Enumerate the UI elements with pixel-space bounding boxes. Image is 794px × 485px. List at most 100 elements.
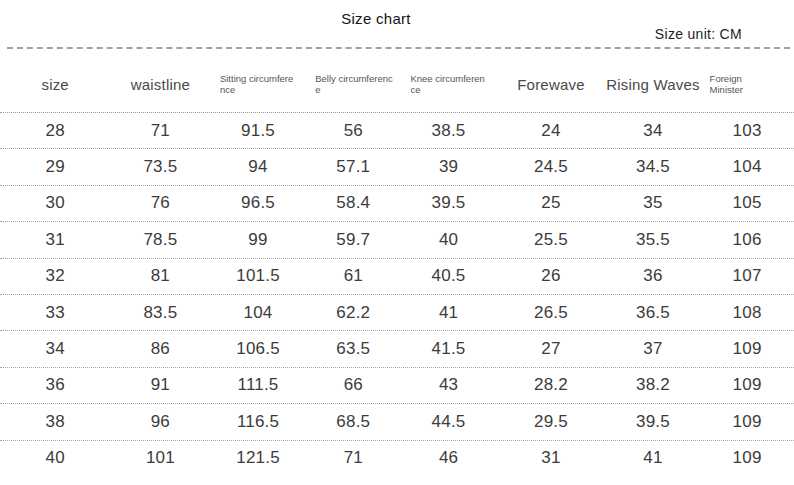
table-cell-rising-waves: 39.5 [606, 412, 700, 432]
table-row: 3691111.5664328.238.2109 [0, 368, 794, 404]
size-chart-page: Size chart Size unit: CM size waistline Si… [0, 0, 794, 485]
table-cell-knee-circumference: 39 [401, 157, 496, 177]
table-cell-foreign-minister: 109 [700, 448, 794, 468]
table-cell-forewave: 29.5 [496, 412, 606, 432]
table-cell-rising-waves: 35.5 [606, 230, 700, 250]
column-header-text: waistline [131, 76, 190, 93]
table-cell-sitting-circumference: 94 [210, 157, 305, 177]
column-header-size: size [0, 76, 110, 93]
column-header-text: Forewave [517, 76, 584, 93]
table-cell-foreign-minister: 106 [700, 230, 794, 250]
table-cell-rising-waves: 37 [606, 339, 700, 359]
table-cell-foreign-minister: 104 [700, 157, 794, 177]
table-cell-belly-circumference: 68.5 [306, 412, 401, 432]
table-cell-waistline: 73.5 [110, 157, 210, 177]
table-row: 307696.558.439.52535105 [0, 186, 794, 222]
table-cell-size: 30 [0, 193, 110, 213]
table-cell-forewave: 31 [496, 448, 606, 468]
table-cell-size: 31 [0, 230, 110, 250]
table-cell-belly-circumference: 56 [306, 121, 401, 141]
table-cell-sitting-circumference: 106.5 [210, 339, 305, 359]
table-cell-size: 32 [0, 266, 110, 286]
table-cell-sitting-circumference: 91.5 [210, 121, 305, 141]
table-cell-size: 38 [0, 412, 110, 432]
column-header-text: Minister [710, 84, 794, 95]
size-table: sizewaistlineSitting circumferenceBelly … [0, 56, 794, 476]
column-header-rising-waves: Rising Waves [606, 76, 700, 93]
table-header-row: sizewaistlineSitting circumferenceBelly … [0, 56, 794, 113]
table-cell-knee-circumference: 44.5 [401, 412, 496, 432]
table-cell-knee-circumference: 41 [401, 303, 496, 323]
table-cell-sitting-circumference: 104 [210, 303, 305, 323]
table-cell-sitting-circumference: 121.5 [210, 448, 305, 468]
table-cell-waistline: 81 [110, 266, 210, 286]
table-cell-rising-waves: 35 [606, 193, 700, 213]
column-header-text: Belly circumferenc [315, 73, 401, 84]
dashed-divider [7, 47, 790, 49]
table-cell-sitting-circumference: 101.5 [210, 266, 305, 286]
table-row: 2973.59457.13924.534.5104 [0, 149, 794, 185]
size-unit-label: Size unit: CM [655, 26, 742, 42]
table-cell-belly-circumference: 63.5 [306, 339, 401, 359]
table-cell-belly-circumference: 62.2 [306, 303, 401, 323]
table-cell-size: 33 [0, 303, 110, 323]
table-cell-waistline: 96 [110, 412, 210, 432]
column-header-text: Knee circumferen [410, 73, 496, 84]
table-cell-foreign-minister: 107 [700, 266, 794, 286]
column-header-waistline: waistline [110, 76, 210, 93]
table-cell-sitting-circumference: 116.5 [210, 412, 305, 432]
table-cell-rising-waves: 36.5 [606, 303, 700, 323]
column-header-foreign-minister: ForeignMinister [700, 73, 794, 96]
table-cell-knee-circumference: 40 [401, 230, 496, 250]
table-cell-knee-circumference: 39.5 [401, 193, 496, 213]
table-cell-size: 40 [0, 448, 110, 468]
table-cell-belly-circumference: 71 [306, 448, 401, 468]
table-cell-size: 36 [0, 375, 110, 395]
table-cell-foreign-minister: 109 [700, 375, 794, 395]
table-row: 3486106.563.541.52737109 [0, 331, 794, 367]
table-cell-sitting-circumference: 96.5 [210, 193, 305, 213]
page-title: Size chart [0, 10, 752, 27]
table-cell-size: 34 [0, 339, 110, 359]
column-header-sitting-circumference: Sitting circumference [210, 73, 305, 96]
table-cell-rising-waves: 34 [606, 121, 700, 141]
table-cell-knee-circumference: 40.5 [401, 266, 496, 286]
column-header-text: ce [410, 84, 496, 95]
table-cell-waistline: 78.5 [110, 230, 210, 250]
table-cell-belly-circumference: 66 [306, 375, 401, 395]
column-header-text: e [315, 84, 401, 95]
table-cell-waistline: 86 [110, 339, 210, 359]
table-cell-forewave: 26.5 [496, 303, 606, 323]
table-row: 40101121.571463141109 [0, 441, 794, 476]
table-cell-rising-waves: 41 [606, 448, 700, 468]
table-row: 287191.55638.52434103 [0, 113, 794, 149]
column-header-text: Sitting circumfere [220, 73, 306, 84]
table-body: 287191.55638.524341032973.59457.13924.53… [0, 113, 794, 476]
table-cell-belly-circumference: 59.7 [306, 230, 401, 250]
table-cell-forewave: 25 [496, 193, 606, 213]
table-cell-belly-circumference: 57.1 [306, 157, 401, 177]
table-cell-size: 28 [0, 121, 110, 141]
table-cell-knee-circumference: 41.5 [401, 339, 496, 359]
table-cell-knee-circumference: 46 [401, 448, 496, 468]
table-cell-forewave: 26 [496, 266, 606, 286]
table-cell-foreign-minister: 109 [700, 339, 794, 359]
table-cell-waistline: 71 [110, 121, 210, 141]
table-cell-waistline: 83.5 [110, 303, 210, 323]
column-header-belly-circumference: Belly circumference [306, 73, 401, 96]
table-cell-belly-circumference: 58.4 [306, 193, 401, 213]
table-cell-rising-waves: 38.2 [606, 375, 700, 395]
column-header-text: Foreign [710, 73, 794, 84]
table-cell-waistline: 101 [110, 448, 210, 468]
column-header-forewave: Forewave [496, 76, 606, 93]
table-cell-knee-circumference: 38.5 [401, 121, 496, 141]
table-cell-waistline: 91 [110, 375, 210, 395]
column-header-text: size [41, 76, 68, 93]
table-cell-rising-waves: 34.5 [606, 157, 700, 177]
table-cell-forewave: 27 [496, 339, 606, 359]
table-row: 3896116.568.544.529.539.5109 [0, 404, 794, 440]
table-cell-sitting-circumference: 111.5 [210, 375, 305, 395]
table-row: 3178.59959.74025.535.5106 [0, 222, 794, 258]
table-cell-foreign-minister: 105 [700, 193, 794, 213]
table-cell-foreign-minister: 109 [700, 412, 794, 432]
